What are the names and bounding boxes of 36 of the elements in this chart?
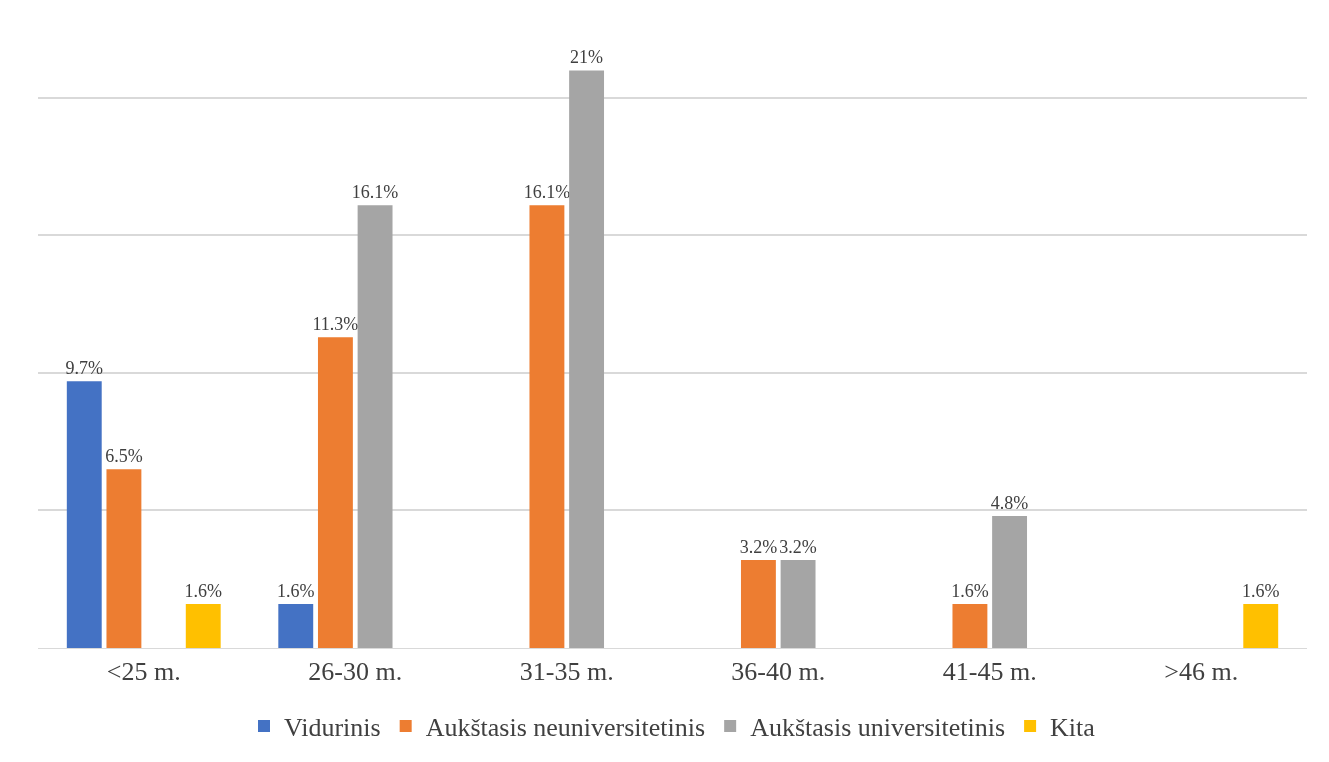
data-label: 11.3% (312, 314, 359, 335)
data-label: 16.1% (523, 182, 571, 203)
data-label: 6.5% (105, 446, 143, 467)
data-label: 1.6% (1241, 580, 1280, 601)
bar (740, 559, 776, 648)
bar (529, 205, 565, 648)
bar (952, 603, 988, 648)
data-label: 16.1% (351, 182, 399, 203)
bar (1243, 603, 1279, 648)
data-label: 1.6% (951, 580, 989, 601)
x-tick-label: <25 m. (106, 657, 181, 687)
data-label: 1.6% (277, 580, 315, 601)
bar (780, 559, 816, 648)
bar (992, 515, 1028, 648)
legend-label: Vidurinis (284, 713, 381, 743)
legend-label: Kita (1050, 713, 1096, 743)
data-label: 21% (570, 47, 604, 68)
x-tick-label: 36-40 m. (731, 657, 826, 687)
bar (66, 381, 102, 648)
data-label: 9.7% (65, 358, 104, 379)
x-tick-label: 26-30 m. (308, 657, 403, 687)
x-tick-label: 41-45 m. (942, 657, 1037, 687)
bar (357, 205, 393, 648)
x-tick-label: >46 m. (1164, 657, 1239, 687)
x-tick-label: 31-35 m. (519, 657, 614, 687)
bar (278, 603, 314, 648)
bar (185, 603, 221, 648)
bar (569, 70, 605, 648)
bar (317, 337, 353, 648)
data-label: 1.6% (184, 580, 222, 601)
legend-label: Aukštasis universitetinis (750, 713, 1006, 743)
bar (106, 469, 142, 648)
legend-label: Aukštasis neuniversitetinis (425, 713, 706, 743)
data-label: 4.8% (990, 492, 1029, 513)
data-label: 3.2% (779, 536, 817, 557)
data-label: 3.2% (739, 536, 778, 557)
